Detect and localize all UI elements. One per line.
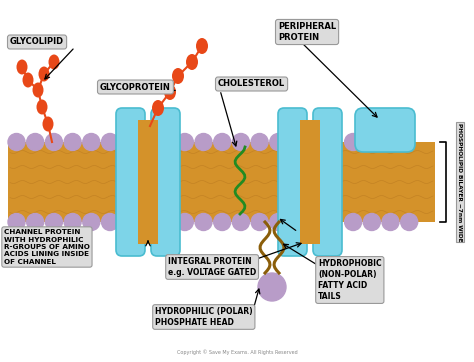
Circle shape	[232, 134, 249, 151]
Text: PHOSPHOLIPID BILAYER ~7nm WIDE: PHOSPHOLIPID BILAYER ~7nm WIDE	[457, 123, 463, 241]
Circle shape	[46, 134, 63, 151]
FancyBboxPatch shape	[355, 108, 415, 152]
Circle shape	[83, 134, 100, 151]
Text: GLYCOLIPID: GLYCOLIPID	[10, 38, 64, 46]
Circle shape	[270, 214, 287, 231]
Ellipse shape	[22, 72, 34, 88]
Ellipse shape	[164, 84, 176, 100]
Ellipse shape	[36, 100, 47, 114]
Circle shape	[258, 273, 286, 301]
Circle shape	[176, 134, 193, 151]
Circle shape	[251, 134, 268, 151]
Text: INTEGRAL PROTEIN
e.g. VOLTAGE GATED: INTEGRAL PROTEIN e.g. VOLTAGE GATED	[168, 257, 256, 277]
Ellipse shape	[48, 55, 60, 70]
Circle shape	[8, 214, 25, 231]
Circle shape	[232, 214, 249, 231]
Ellipse shape	[38, 67, 49, 81]
Ellipse shape	[17, 59, 27, 75]
Ellipse shape	[172, 68, 184, 84]
Text: GLYCOPROTEIN: GLYCOPROTEIN	[100, 83, 171, 92]
Ellipse shape	[196, 38, 208, 54]
Text: HYDROPHILIC (POLAR)
PHOSPHATE HEAD: HYDROPHILIC (POLAR) PHOSPHATE HEAD	[155, 307, 253, 327]
Ellipse shape	[33, 83, 44, 97]
FancyBboxPatch shape	[278, 108, 307, 256]
FancyBboxPatch shape	[151, 108, 180, 256]
Circle shape	[270, 134, 287, 151]
Circle shape	[83, 214, 100, 231]
Text: HYDROPHOBIC
(NON-POLAR)
FATTY ACID
TAILS: HYDROPHOBIC (NON-POLAR) FATTY ACID TAILS	[318, 259, 382, 301]
Circle shape	[195, 214, 212, 231]
Circle shape	[251, 214, 268, 231]
FancyBboxPatch shape	[116, 108, 145, 256]
Circle shape	[8, 134, 25, 151]
Ellipse shape	[43, 117, 54, 131]
Circle shape	[27, 214, 44, 231]
Circle shape	[101, 214, 118, 231]
Text: CHOLESTEROL: CHOLESTEROL	[218, 80, 285, 88]
Bar	[138, 120, 158, 244]
Bar	[300, 120, 320, 244]
Ellipse shape	[186, 54, 198, 70]
FancyBboxPatch shape	[313, 108, 342, 256]
Text: CHANNEL PROTEIN
WITH HYDROPHILIC
R-GROUPS OF AMINO
ACIDS LINING INSIDE
OF CHANNE: CHANNEL PROTEIN WITH HYDROPHILIC R-GROUP…	[4, 229, 90, 265]
Circle shape	[401, 214, 418, 231]
Circle shape	[345, 134, 362, 151]
Circle shape	[345, 214, 362, 231]
Circle shape	[214, 214, 231, 231]
Circle shape	[363, 214, 380, 231]
Circle shape	[27, 134, 44, 151]
Circle shape	[64, 134, 81, 151]
Circle shape	[176, 214, 193, 231]
Text: PERIPHERAL
PROTEIN: PERIPHERAL PROTEIN	[278, 22, 336, 42]
Circle shape	[64, 214, 81, 231]
Bar	[8, 142, 435, 222]
Circle shape	[214, 134, 231, 151]
Text: Copyright © Save My Exams. All Rights Reserved: Copyright © Save My Exams. All Rights Re…	[177, 349, 297, 355]
Circle shape	[382, 214, 399, 231]
Circle shape	[101, 134, 118, 151]
Ellipse shape	[152, 100, 164, 116]
Circle shape	[46, 214, 63, 231]
Circle shape	[195, 134, 212, 151]
